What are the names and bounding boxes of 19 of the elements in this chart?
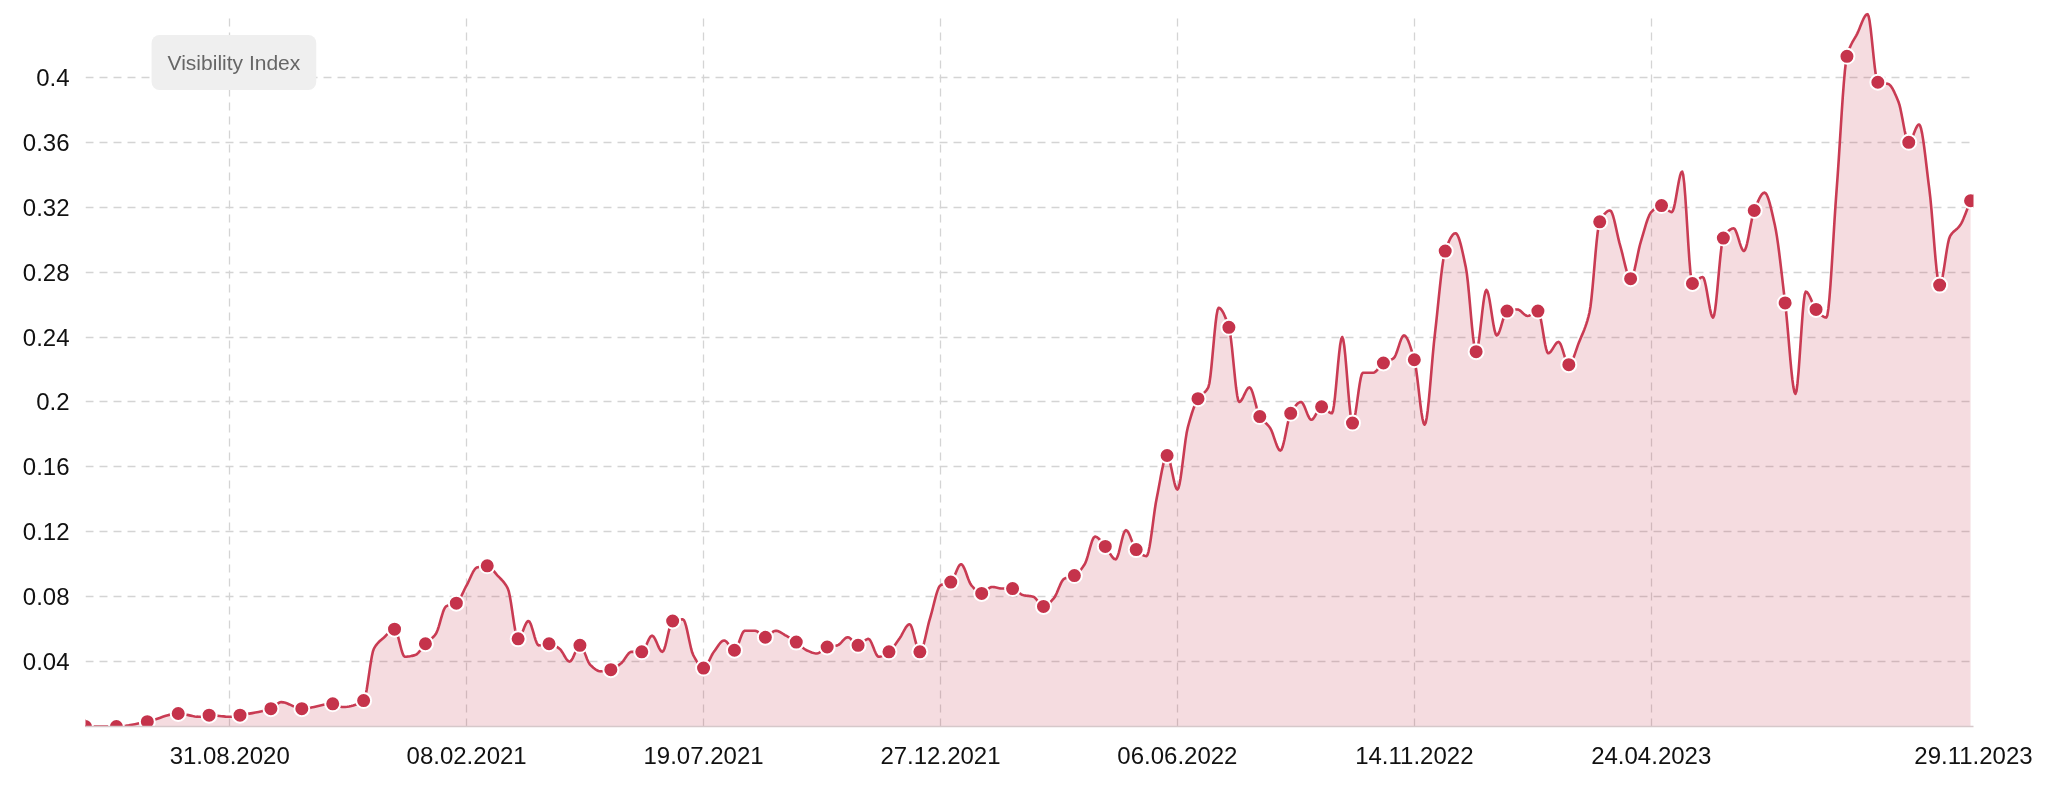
x-tick-label: 24.04.2023 [1591,741,1712,769]
x-tick-label: 27.12.2021 [880,741,1001,769]
x-tick-label: 31.08.2020 [169,741,290,769]
x-tick-label: 14.11.2022 [1355,741,1474,769]
y-tick-label: 0.4 [36,63,70,91]
y-tick-label: 0.32 [22,193,70,221]
y-tick-label: 0.24 [22,323,70,351]
y-tick-label: 0.28 [22,258,70,286]
x-tick-label: 29.11.2023 [1914,741,2033,769]
x-tick-label: 06.06.2022 [1117,741,1238,769]
x-tick-label: 08.02.2021 [406,741,527,769]
y-tick-label: 0.08 [22,583,70,611]
x-tick-label: 19.07.2021 [643,741,764,769]
y-tick-label: 0.04 [22,648,70,676]
text: Visibility Index [167,50,301,74]
y-tick-label: 0.36 [22,128,70,156]
y-tick-label: 0.12 [22,518,70,546]
y-tick-label: 0.2 [36,388,70,416]
y-tick-label: 0.16 [22,453,70,481]
